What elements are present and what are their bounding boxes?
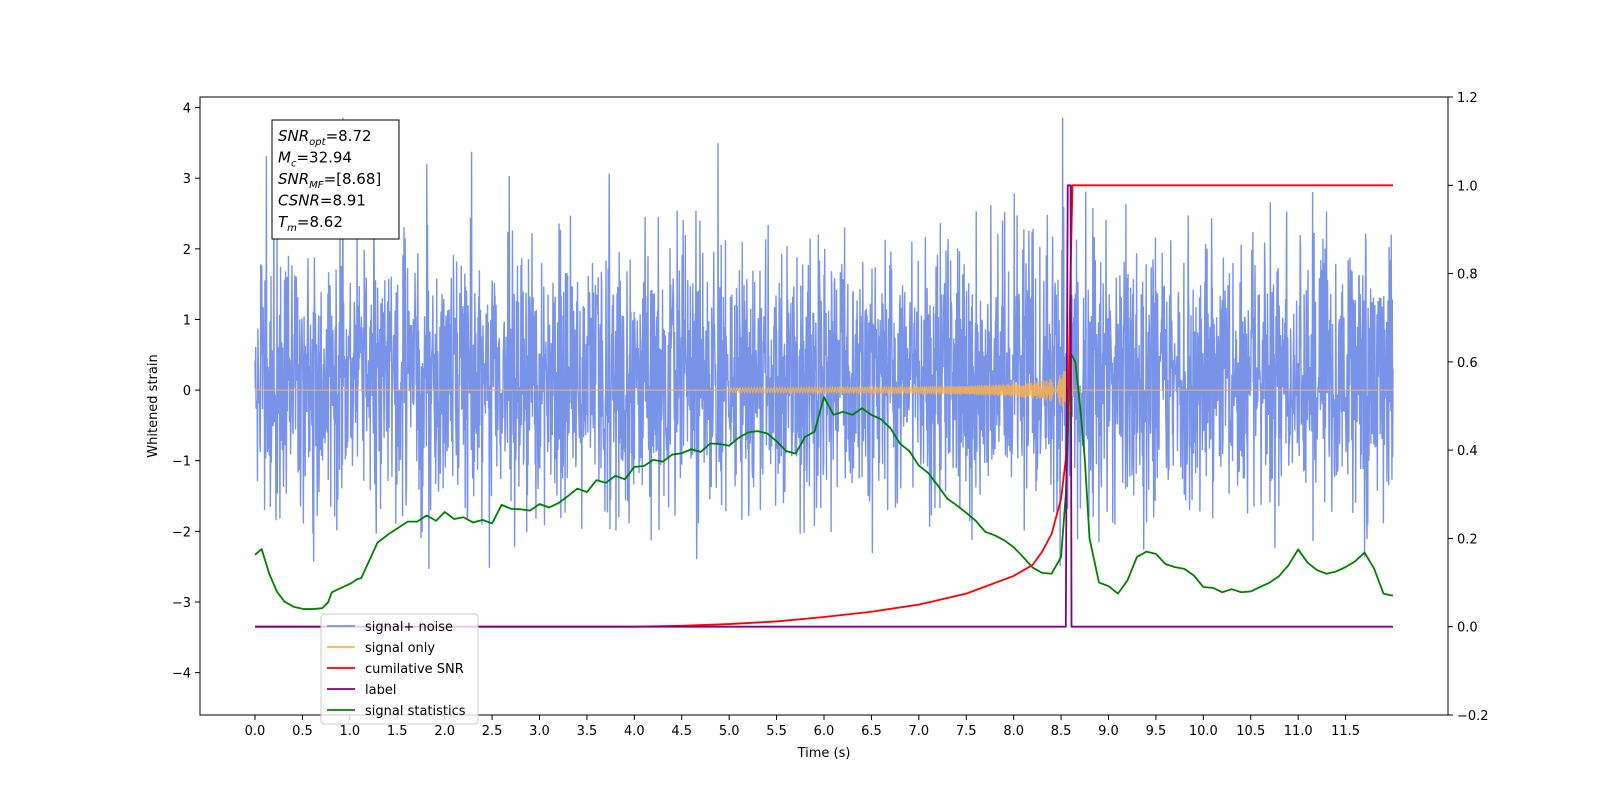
annotation-subscript: MF [309, 180, 324, 191]
y-left-tick-label: 0 [183, 384, 191, 399]
x-tick-label: 9.5 [1146, 724, 1167, 739]
y-right-tick-label: 0.2 [1457, 532, 1478, 547]
annotation-symbol: T [278, 213, 289, 231]
annotation-subscript: opt [309, 137, 326, 148]
y-left-tick-label: 2 [183, 243, 191, 258]
annotation-value: =8.91 [320, 192, 366, 210]
x-tick-label: 0.5 [292, 724, 313, 739]
x-tick-label: 1.5 [387, 724, 408, 739]
x-tick-label: 6.0 [814, 724, 835, 739]
x-tick-label: 10.0 [1189, 724, 1218, 739]
annotation-value: =8.62 [297, 213, 343, 231]
annotation-value: =8.72 [326, 127, 372, 145]
x-tick-label: 5.0 [719, 724, 740, 739]
legend-label-signal: signal only [365, 641, 435, 656]
x-tick-label: 0.0 [245, 724, 266, 739]
y-left-tick-label: 3 [183, 172, 191, 187]
y-left-tick-label: −1 [172, 455, 191, 470]
y-left-tick-label: −3 [172, 596, 191, 611]
y-right-tick-label: 1.2 [1457, 91, 1478, 106]
series-label-line [255, 184, 1393, 628]
legend-label-noise: signal+ noise [365, 620, 453, 635]
annotation-line: Mc=32.94 [278, 149, 352, 170]
x-tick-label: 1.0 [339, 724, 360, 739]
y-right-tick-label: 0.6 [1457, 356, 1478, 371]
series-signal-only-line [255, 354, 1393, 413]
annotation-subscript: m [287, 223, 297, 234]
y-left-tick-label: −2 [172, 525, 191, 540]
series-signal-statistics-line [254, 352, 1394, 610]
annotation-value: =[8.68] [324, 170, 382, 188]
plot-area [254, 117, 1394, 628]
annotation-line: SNRopt=8.72 [278, 127, 372, 148]
x-tick-label: 10.5 [1236, 724, 1265, 739]
x-tick-label: 8.5 [1051, 724, 1072, 739]
annotation-line: CSNR=8.91 [278, 192, 366, 210]
legend: signal+ noise signal only cumilative SNR la… [320, 613, 479, 725]
y-right-tick-label: 0.0 [1457, 621, 1478, 636]
x-tick-label: 6.5 [861, 724, 882, 739]
y-left-tick-label: 4 [183, 102, 191, 117]
y-right-tick-label: 0.4 [1457, 444, 1478, 459]
x-tick-label: 11.5 [1331, 724, 1360, 739]
legend-label-stats: signal statistics [365, 704, 466, 719]
y-left-tick-label: 1 [183, 313, 191, 328]
x-tick-label: 7.5 [956, 724, 977, 739]
x-tick-label: 2.5 [482, 724, 503, 739]
x-tick-label: 3.5 [577, 724, 598, 739]
y-left-tick-label: −4 [172, 667, 191, 682]
legend-label-label: label [365, 683, 396, 698]
annotation-subscript: c [291, 159, 297, 170]
x-tick-label: 5.5 [766, 724, 787, 739]
annotation-symbol: SNR [278, 127, 309, 145]
annotation-frame [271, 119, 400, 240]
legend-frame [320, 613, 479, 725]
annotation-symbol: M [278, 149, 291, 167]
y-axis-label: Whitened strain [146, 354, 161, 457]
x-tick-label: 3.0 [529, 724, 550, 739]
annotation-box: SNRopt=8.72Mc=32.94SNRMF=[8.68]CSNR=8.91… [271, 119, 400, 240]
series-cumulative-snr-line [255, 184, 1393, 628]
y-right-tick-label: −0.2 [1457, 709, 1489, 724]
series-signal-plus-noise-line [254, 117, 1394, 570]
x-axis-label: Time (s) [797, 746, 851, 761]
x-tick-label: 8.0 [1003, 724, 1024, 739]
annotation-symbol: SNR [278, 170, 309, 188]
y-right-tick-label: 1.0 [1457, 179, 1478, 194]
y-right-tick-label: 0.8 [1457, 268, 1478, 283]
x-tick-label: 4.5 [671, 724, 692, 739]
annotation-symbol: CSNR [278, 192, 320, 210]
annotation-value: =32.94 [296, 149, 352, 167]
annotation-line: Tm=8.62 [278, 213, 343, 234]
axes: 0.0 0.5 1.0 1.5 2.0 2.5 3.0 3.5 4.0 4.5 5.0 5.5 6.0 6… [172, 91, 1489, 739]
x-tick-label: 2.0 [434, 724, 455, 739]
x-tick-label: 7.0 [908, 724, 929, 739]
x-tick-label: 9.0 [1098, 724, 1119, 739]
legend-label-csnr: cumilative SNR [365, 662, 464, 677]
x-tick-label: 11.0 [1284, 724, 1313, 739]
x-tick-label: 4.0 [624, 724, 645, 739]
annotation-line: SNRMF=[8.68] [278, 170, 381, 191]
